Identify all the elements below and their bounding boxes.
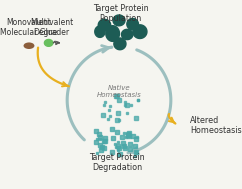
Polygon shape — [106, 26, 120, 41]
Polygon shape — [133, 25, 147, 39]
Polygon shape — [127, 19, 138, 30]
Text: Altered
Homeostasis: Altered Homeostasis — [190, 116, 242, 135]
Text: Target Protein
Degradation: Target Protein Degradation — [89, 153, 145, 172]
Polygon shape — [114, 38, 126, 50]
Text: Monovalent
Molecular Glue: Monovalent Molecular Glue — [0, 18, 58, 37]
Text: Multivalent
Degrader: Multivalent Degrader — [30, 18, 73, 37]
Polygon shape — [113, 15, 125, 26]
Ellipse shape — [23, 43, 34, 49]
Polygon shape — [95, 26, 105, 37]
Polygon shape — [121, 29, 133, 40]
Polygon shape — [45, 40, 53, 46]
Text: Native
Homeostasis: Native Homeostasis — [97, 85, 141, 98]
Text: Target Protein
Population: Target Protein Population — [93, 4, 149, 23]
Polygon shape — [98, 19, 111, 31]
